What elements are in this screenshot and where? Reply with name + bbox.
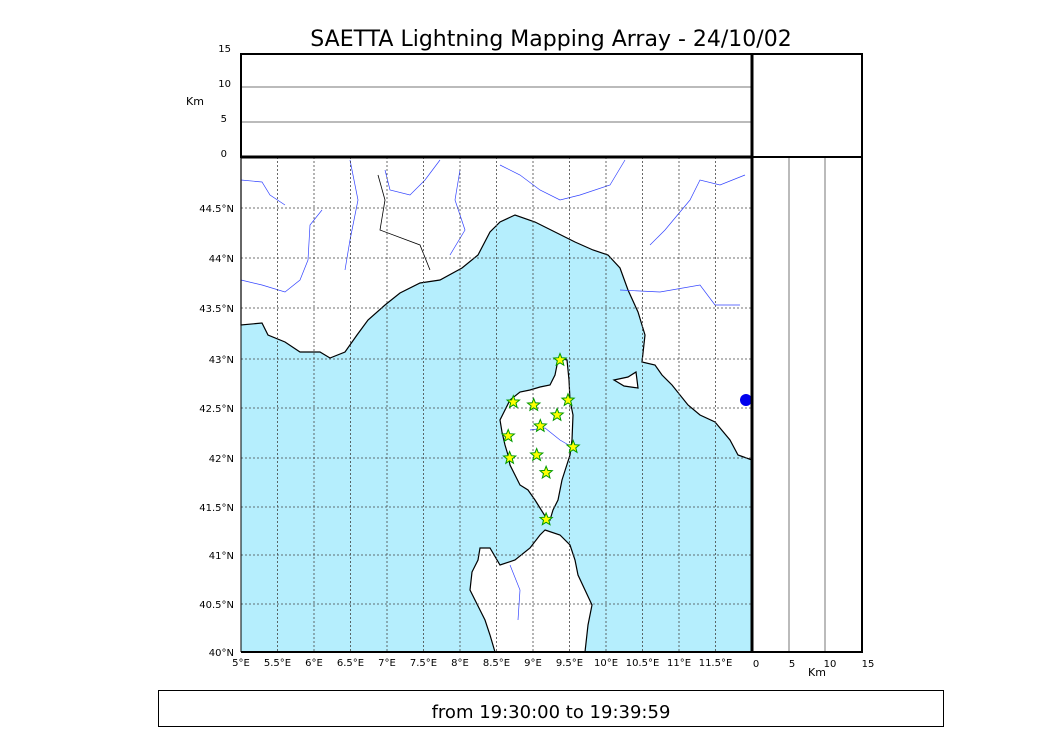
lat-tick: 41°N [209, 551, 234, 562]
station-star-icon [532, 418, 548, 433]
mainland [240, 156, 753, 461]
lon-tick: 11.5°E [699, 658, 733, 669]
lat-tick: 44.5°N [199, 204, 234, 215]
station-star-icon [565, 439, 581, 454]
lat-tick: 42.5°N [199, 404, 234, 415]
side-tick: 0 [753, 659, 759, 670]
lon-tick: 5.5°E [264, 658, 291, 669]
lat-tick: 44°N [209, 254, 234, 265]
lat-tick: 42°N [209, 454, 234, 465]
lon-tick: 6°E [305, 658, 323, 669]
side-axis-label: Km [808, 666, 826, 679]
lat-tick: 40°N [209, 648, 234, 659]
lat-tick: 40.5°N [199, 600, 234, 611]
station-star-icon [552, 352, 568, 367]
time-range-box: from 19:30:00 to 19:39:59 [158, 690, 944, 727]
station-markers [500, 352, 581, 526]
side-tick: 10 [824, 659, 837, 670]
station-star-icon [526, 397, 542, 412]
lon-tick: 10°E [594, 658, 618, 669]
station-star-icon [560, 392, 576, 407]
graticule [241, 157, 752, 652]
side-panel: 0 5 10 15 Km [751, 156, 875, 679]
station-star-icon [505, 394, 521, 409]
sardinia [469, 529, 593, 653]
corsica [499, 357, 574, 522]
side-tick: 15 [862, 659, 875, 670]
lon-tick-labels: 5°E 5.5°E 6°E 6.5°E 7°E 7.5°E 8°E 8.5°E 9°E 9.5°E… [232, 658, 732, 669]
lon-tick: 7.5°E [410, 658, 437, 669]
station-star-icon [500, 428, 516, 443]
map: 5°E 5.5°E 6°E 6.5°E 7°E 7.5°E 8°E 8.5°E 9°E 9.5°E… [199, 155, 754, 669]
side-tick: 5 [789, 659, 795, 670]
lat-tick: 41.5°N [199, 503, 234, 514]
lat-tick-labels: 40°N 40.5°N 41°N 41.5°N 42°N 42.5°N 43°N 43.5°N… [199, 204, 234, 659]
station-star-icon [529, 447, 545, 462]
lat-tick: 43°N [209, 355, 234, 366]
elba [612, 370, 639, 389]
alt-axis-label: Km [186, 95, 204, 108]
lon-tick: 9.5°E [556, 658, 583, 669]
station-star-icon [538, 464, 554, 480]
lon-tick: 9°E [524, 658, 542, 669]
figure-title: SAETTA Lightning Mapping Array - 24/10/0… [310, 27, 791, 52]
lon-tick: 7°E [378, 658, 396, 669]
altitude-panel: 15 10 5 0 Km [186, 44, 863, 160]
alt-tick: 10 [218, 79, 231, 90]
lon-tick: 8.5°E [483, 658, 510, 669]
lon-tick: 6.5°E [337, 658, 364, 669]
lon-tick: 11°E [667, 658, 691, 669]
alt-tick: 0 [221, 149, 227, 160]
alt-tick: 15 [218, 44, 231, 55]
time-range-text: from 19:30:00 to 19:39:59 [431, 702, 671, 723]
lake [740, 394, 752, 406]
alt-tick: 5 [221, 114, 227, 125]
station-star-icon [502, 450, 518, 465]
station-star-icon [538, 511, 554, 526]
lon-tick: 8°E [451, 658, 469, 669]
station-star-icon [549, 407, 565, 422]
lat-tick: 43.5°N [199, 304, 234, 315]
lon-tick: 5°E [232, 658, 250, 669]
lon-tick: 10.5°E [626, 658, 660, 669]
